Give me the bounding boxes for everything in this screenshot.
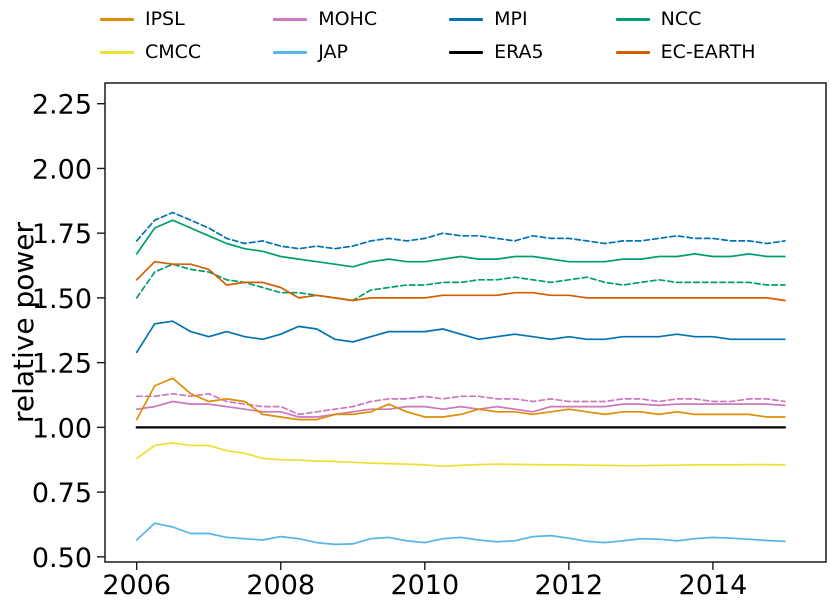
x-tick-label: 2008 bbox=[246, 570, 315, 600]
legend-line-icon bbox=[100, 50, 134, 54]
legend-item-mpi: MPI bbox=[449, 6, 544, 32]
y-tick-label: 0.75 bbox=[32, 478, 92, 509]
series-line-ipsl bbox=[135, 377, 786, 421]
legend-item-mohc: MOHC bbox=[273, 6, 377, 32]
plot-frame bbox=[104, 82, 827, 563]
legend-column: IPSL CMCC bbox=[100, 6, 201, 65]
series-line-mpi bbox=[135, 320, 786, 354]
y-axis-label: relative power bbox=[7, 221, 40, 423]
legend-label: CMCC bbox=[145, 40, 202, 63]
legend-label: JAP bbox=[318, 40, 348, 63]
legend-label: ERA5 bbox=[494, 40, 544, 63]
series-line-mohc-dashed- bbox=[135, 392, 786, 416]
series-line-ncc bbox=[135, 219, 786, 268]
legend-label: MOHC bbox=[318, 7, 378, 30]
legend-line-icon bbox=[615, 17, 650, 21]
series-line-mpi-dashed- bbox=[135, 211, 786, 250]
legend-item-era5: ERA5 bbox=[449, 39, 544, 65]
legend-column: MPI ERA5 bbox=[449, 6, 544, 65]
y-tick-label: 1.50 bbox=[32, 284, 92, 315]
legend-item-jap: JAP bbox=[273, 39, 377, 65]
legend-line-icon bbox=[273, 17, 308, 21]
legend-item-cmcc: CMCC bbox=[100, 39, 201, 65]
x-tick-label: 2012 bbox=[535, 570, 604, 600]
legend-line-icon bbox=[273, 50, 308, 54]
y-tick-label: 1.00 bbox=[32, 413, 92, 444]
x-tick-label: 2006 bbox=[102, 570, 171, 600]
y-tick-label: 0.50 bbox=[32, 543, 92, 574]
x-tick-label: 2010 bbox=[390, 570, 459, 600]
legend-label: EC-EARTH bbox=[660, 40, 756, 63]
y-tick-label: 2.25 bbox=[32, 90, 92, 121]
x-tick-label: 2014 bbox=[679, 570, 748, 600]
legend-item-ipsl: IPSL bbox=[100, 6, 201, 32]
y-tick-label: 1.75 bbox=[32, 219, 92, 250]
y-tick-label: 1.25 bbox=[32, 349, 92, 380]
legend-item-ncc: NCC bbox=[615, 6, 756, 32]
legend-line-icon bbox=[449, 17, 484, 21]
legend: IPSL CMCC MOHC JAP MPI ERA5 NCC EC-EARTH bbox=[100, 6, 755, 65]
legend-item-ec-earth: EC-EARTH bbox=[615, 39, 756, 65]
legend-line-icon bbox=[100, 17, 134, 21]
y-tick-label: 2.00 bbox=[32, 154, 92, 185]
legend-line-icon bbox=[615, 50, 650, 54]
legend-column: NCC EC-EARTH bbox=[615, 6, 756, 65]
legend-line-icon bbox=[449, 50, 484, 54]
legend-label: IPSL bbox=[145, 7, 185, 30]
legend-column: MOHC JAP bbox=[273, 6, 377, 65]
series-line-cmcc bbox=[135, 442, 786, 468]
series-line-mohc bbox=[135, 400, 786, 418]
series-line-ec-earth bbox=[135, 260, 786, 302]
series-line-jap bbox=[135, 522, 786, 546]
legend-label: NCC bbox=[660, 7, 702, 30]
legend-label: MPI bbox=[494, 7, 528, 30]
